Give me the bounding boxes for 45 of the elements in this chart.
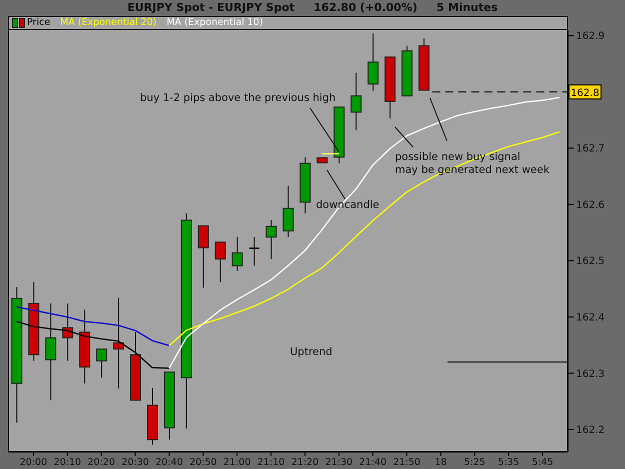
x-tick-label: 5:25 [464, 457, 486, 468]
line-series [168, 131, 560, 346]
annotation: Uptrend [290, 346, 332, 359]
x-tick-label: 21:30 [325, 457, 353, 468]
candlestick [96, 348, 108, 378]
annotation: buy 1-2 pips above the previous high [140, 92, 336, 105]
candlestick [198, 225, 209, 288]
y-tick-label: 162.6 [576, 200, 605, 211]
y-tick-label: 162.2 [576, 425, 605, 436]
x-tick-label: 20:50 [189, 457, 217, 468]
y-tick-label: 162.7 [576, 144, 605, 155]
candlestick [282, 185, 294, 238]
x-tick-label: 21:50 [393, 457, 420, 468]
candlestick [214, 242, 226, 283]
x-tick-label: 18 [434, 457, 447, 468]
y-tick-label: 162.9 [576, 31, 605, 42]
candlestick [45, 302, 56, 401]
x-tick-label: 20:00 [20, 457, 48, 468]
ref-line-label: 162.8 [570, 88, 600, 99]
candlestick [232, 236, 243, 272]
x-tick-label: 5:45 [532, 457, 554, 468]
x-tick-label: 21:40 [359, 457, 387, 468]
line-series [16, 320, 170, 369]
y-tick-label: 162.5 [576, 256, 605, 268]
candlestick [62, 302, 74, 362]
candlestick [368, 32, 379, 92]
y-tick-label: 162.4 [576, 312, 605, 324]
candlestick [350, 72, 362, 131]
x-tick-label: 21:20 [291, 457, 319, 468]
line-series [16, 306, 170, 346]
x-tick-label: 20:10 [54, 457, 82, 468]
chart-title: EURJPY Spot - EURJPY Spot 162.80 (+0.00%) 5 Minutes [126, 1, 499, 14]
candlestick [266, 220, 277, 260]
x-tick-label: 5:35 [498, 457, 520, 468]
candlestick [113, 297, 124, 389]
candlestick [248, 236, 260, 266]
x-tick-label: 20:40 [156, 457, 183, 468]
y-tick-label: 162.3 [576, 368, 605, 380]
x-tick-label: 21:10 [257, 457, 285, 468]
x-tick-label: 21:00 [223, 457, 251, 468]
legend-label: Price [26, 17, 50, 28]
text: MA (Exponential 20) [60, 17, 157, 28]
x-tick-label: 20:20 [88, 457, 116, 468]
text: MA (Exponential 10) [166, 17, 264, 28]
x-tick-label: 20:30 [122, 457, 149, 468]
